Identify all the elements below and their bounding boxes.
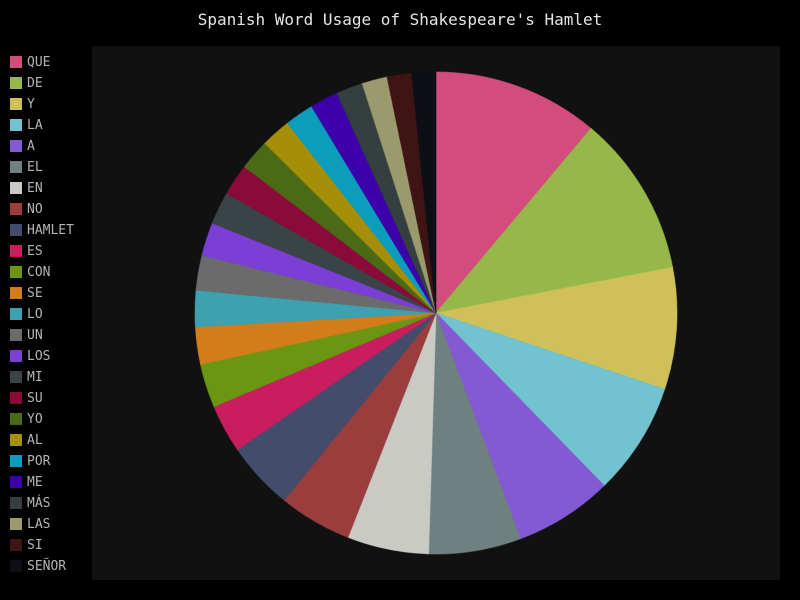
- legend-item[interactable]: MÁS: [10, 493, 90, 514]
- legend-label: DE: [27, 76, 43, 91]
- legend-swatch: [10, 497, 22, 509]
- legend-label: EL: [27, 160, 43, 175]
- pie-slice-que: [435, 71, 592, 315]
- legend-swatch: [10, 140, 22, 152]
- legend-label: EN: [27, 181, 43, 196]
- legend-label: SI: [27, 538, 43, 553]
- legend-swatch: [10, 329, 22, 341]
- legend-item[interactable]: NO: [10, 199, 90, 220]
- legend-item[interactable]: SEÑOR: [10, 556, 90, 577]
- legend-swatch: [10, 371, 22, 383]
- legend-swatch: [10, 161, 22, 173]
- pie-slice-señor: [411, 71, 437, 314]
- legend-item[interactable]: ES: [10, 241, 90, 262]
- legend-item[interactable]: POR: [10, 451, 90, 472]
- legend-swatch: [10, 455, 22, 467]
- legend-label: HAMLET: [27, 223, 74, 238]
- legend-label: SEÑOR: [27, 559, 67, 574]
- legend-item[interactable]: SE: [10, 283, 90, 304]
- legend-item[interactable]: CON: [10, 262, 90, 283]
- legend-item[interactable]: LOS: [10, 346, 90, 367]
- legend-swatch: [10, 539, 22, 551]
- legend-label: LOS: [27, 349, 51, 364]
- legend-swatch: [10, 224, 22, 236]
- legend-swatch: [10, 77, 22, 89]
- legend-swatch: [10, 245, 22, 257]
- legend-swatch: [10, 287, 22, 299]
- legend-item[interactable]: AL: [10, 430, 90, 451]
- legend-swatch: [10, 434, 22, 446]
- legend-label: ES: [27, 244, 43, 259]
- legend-swatch: [10, 413, 22, 425]
- legend-item[interactable]: A: [10, 136, 90, 157]
- legend-label: LAS: [27, 517, 51, 532]
- legend-label: POR: [27, 454, 51, 469]
- legend-item[interactable]: LO: [10, 304, 90, 325]
- legend-swatch: [10, 392, 22, 404]
- legend-swatch: [10, 266, 22, 278]
- legend-item[interactable]: Y: [10, 94, 90, 115]
- legend-item[interactable]: MI: [10, 367, 90, 388]
- legend-swatch: [10, 518, 22, 530]
- pie-chart: [194, 71, 678, 555]
- legend-label: SE: [27, 286, 43, 301]
- legend-label: NO: [27, 202, 43, 217]
- legend-item[interactable]: QUE: [10, 52, 90, 73]
- legend-swatch: [10, 98, 22, 110]
- legend-item[interactable]: UN: [10, 325, 90, 346]
- pie-slice-y: [434, 266, 678, 390]
- legend-label: ME: [27, 475, 43, 490]
- legend-label: CON: [27, 265, 51, 280]
- legend-label: UN: [27, 328, 43, 343]
- legend-item[interactable]: EL: [10, 157, 90, 178]
- legend-label: AL: [27, 433, 43, 448]
- legend-item[interactable]: YO: [10, 409, 90, 430]
- pie-slice-de: [434, 127, 674, 314]
- legend-swatch: [10, 203, 22, 215]
- legend-label: QUE: [27, 55, 51, 70]
- legend-item[interactable]: DE: [10, 73, 90, 94]
- legend-item[interactable]: SU: [10, 388, 90, 409]
- legend-label: A: [27, 139, 35, 154]
- legend-swatch: [10, 182, 22, 194]
- legend-label: LO: [27, 307, 43, 322]
- pie-slice-la: [435, 312, 666, 487]
- legend-item[interactable]: HAMLET: [10, 220, 90, 241]
- legend-swatch: [10, 119, 22, 131]
- legend-label: SU: [27, 391, 43, 406]
- legend-label: MÁS: [27, 496, 51, 511]
- legend-label: YO: [27, 412, 43, 427]
- legend-label: LA: [27, 118, 43, 133]
- legend-swatch: [10, 56, 22, 68]
- legend-item[interactable]: SI: [10, 535, 90, 556]
- legend-item[interactable]: ME: [10, 472, 90, 493]
- legend-item[interactable]: LA: [10, 115, 90, 136]
- legend-item[interactable]: EN: [10, 178, 90, 199]
- legend-item[interactable]: LAS: [10, 514, 90, 535]
- legend-swatch: [10, 560, 22, 572]
- chart-title: Spanish Word Usage of Shakespeare's Haml…: [197, 10, 603, 29]
- legend-label: MI: [27, 370, 43, 385]
- legend-label: Y: [27, 97, 35, 112]
- legend-swatch: [10, 308, 22, 320]
- legend: QUE DE Y LA A EL EN NO HAMLET ES CON SE LO UN LOS MI SU Y…: [10, 52, 90, 577]
- legend-swatch: [10, 350, 22, 362]
- legend-swatch: [10, 476, 22, 488]
